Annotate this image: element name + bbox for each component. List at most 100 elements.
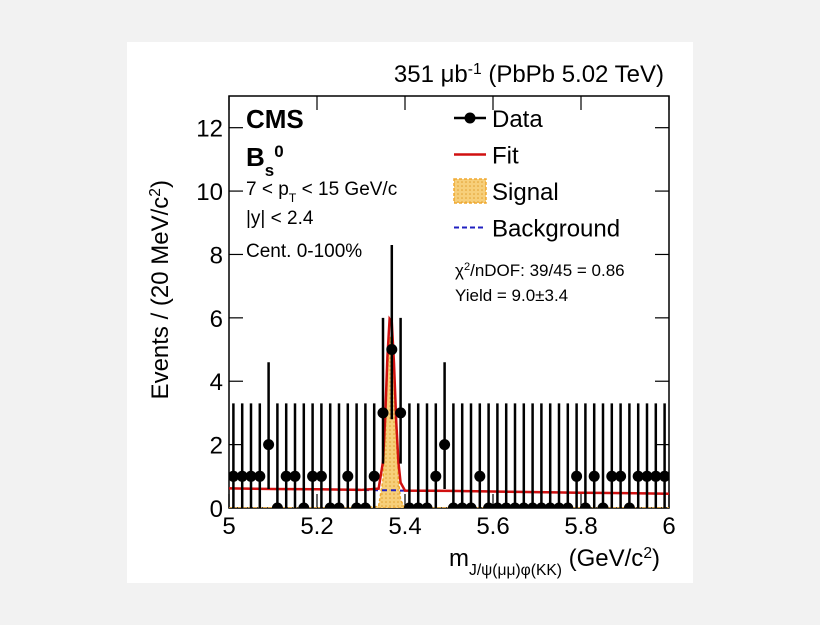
y-axis-label: Events / (20 MeV/c2) — [147, 180, 175, 399]
x-axis-label-part: J/ψ(μμ)φ(KK) — [469, 562, 562, 579]
annotation: 7 < pT < 15 GeV/c — [246, 179, 397, 205]
y-tick-label: 8 — [210, 242, 223, 269]
x-tick-label: 6 — [662, 513, 675, 540]
data-point — [500, 502, 512, 508]
y-axis-label-part: 2 — [147, 188, 164, 197]
y-tick-label: 4 — [210, 369, 223, 396]
data-point — [386, 344, 398, 356]
data-point — [562, 502, 574, 508]
annotation-part: B — [246, 142, 265, 172]
data-point — [509, 502, 521, 508]
data-point — [439, 439, 451, 451]
annotation-part: /nDOF: 39/45 = 0.86 — [470, 261, 625, 280]
data-point — [236, 470, 248, 482]
data-point — [368, 470, 380, 482]
x-axis-label-part: m — [449, 545, 469, 572]
data-point — [553, 502, 565, 508]
data-point — [641, 470, 653, 482]
x-tick-label: 5.2 — [300, 513, 333, 540]
annotation: Cent. 0-100% — [246, 241, 362, 262]
data-point — [456, 502, 468, 508]
y-tick-label: 0 — [210, 496, 223, 523]
data-point — [571, 470, 583, 482]
data-point — [359, 502, 371, 508]
x-tick-label: 5.4 — [388, 513, 421, 540]
annotation-part: CMS — [246, 104, 304, 134]
fit-curve — [229, 315, 669, 495]
y-axis-label-part: ) — [147, 180, 174, 188]
data-point — [395, 407, 407, 419]
data-point — [597, 502, 609, 508]
x-axis-label: mJ/ψ(μμ)φ(KK) (GeV/c2) — [449, 545, 660, 579]
annotation: |y| < 2.4 — [246, 208, 314, 229]
x-axis-label-part: 2 — [643, 545, 652, 562]
data-point — [518, 502, 530, 508]
data-point — [342, 470, 354, 482]
annotation: Bs0 — [246, 142, 284, 180]
annotation-part: Cent. 0-100% — [246, 241, 362, 262]
data-point — [289, 470, 301, 482]
data-point — [650, 470, 662, 482]
data-point — [623, 502, 635, 508]
data-point — [632, 470, 644, 482]
data-point — [263, 439, 275, 451]
y-axis-label-part: Events / (20 MeV/c — [147, 197, 174, 400]
data-point — [351, 502, 363, 508]
annotation-part: |y| < 2.4 — [246, 208, 314, 229]
y-tick-label: 6 — [210, 306, 223, 333]
data-point — [491, 502, 503, 508]
y-tick-label: 2 — [210, 433, 223, 460]
annotation-part: 7 < p — [246, 179, 289, 200]
legend-symbol — [464, 112, 476, 124]
data-point — [245, 470, 257, 482]
data-point — [403, 502, 415, 508]
data-point — [307, 470, 319, 482]
data-point — [588, 470, 600, 482]
legend-label: Background — [492, 216, 620, 243]
data-point — [474, 470, 486, 482]
annotation: CMS — [246, 104, 304, 134]
annotation-part: s — [265, 161, 274, 180]
legend-label: Signal — [492, 179, 559, 206]
annotation-part: 0 — [274, 142, 283, 161]
data-point — [447, 502, 459, 508]
chart-title-part: (PbPb 5.02 TeV) — [482, 61, 664, 88]
plot-area — [229, 244, 669, 508]
annotation: χ2/nDOF: 39/45 = 0.86 — [455, 261, 625, 280]
annotation-part: Yield = 9.0±3.4 — [455, 286, 568, 305]
legend-label: Data — [492, 106, 543, 133]
data-point — [579, 502, 591, 508]
data-point — [659, 470, 669, 482]
data-point — [483, 502, 495, 508]
x-axis-label-part: ) — [652, 545, 660, 572]
data-point — [421, 502, 433, 508]
annotation-part: 2 — [464, 261, 470, 273]
data-point — [535, 502, 547, 508]
data-point — [315, 470, 327, 482]
x-tick-label: 5.8 — [564, 513, 597, 540]
data-point — [527, 502, 539, 508]
x-tick-label: 5.6 — [476, 513, 509, 540]
annotation: Yield = 9.0±3.4 — [455, 286, 568, 305]
data-point — [271, 502, 283, 508]
y-tick-label: 10 — [196, 179, 223, 206]
data-point — [606, 470, 618, 482]
data-point — [412, 502, 424, 508]
data-point — [377, 407, 389, 419]
data-point — [298, 502, 310, 508]
data-point — [324, 502, 336, 508]
data-point — [229, 470, 239, 482]
data-point — [544, 502, 556, 508]
legend-label: Fit — [492, 143, 519, 170]
x-tick-label: 5 — [222, 513, 235, 540]
x-axis-label-part: (GeV/c — [562, 545, 643, 572]
chart-title: 351 μb-1 (PbPb 5.02 TeV) — [394, 61, 664, 89]
data-point — [333, 502, 345, 508]
annotation-part: < 15 GeV/c — [296, 179, 397, 200]
data-point — [254, 470, 266, 482]
data-point — [280, 470, 292, 482]
y-tick-label: 12 — [196, 116, 223, 143]
legend-symbol — [453, 178, 487, 204]
